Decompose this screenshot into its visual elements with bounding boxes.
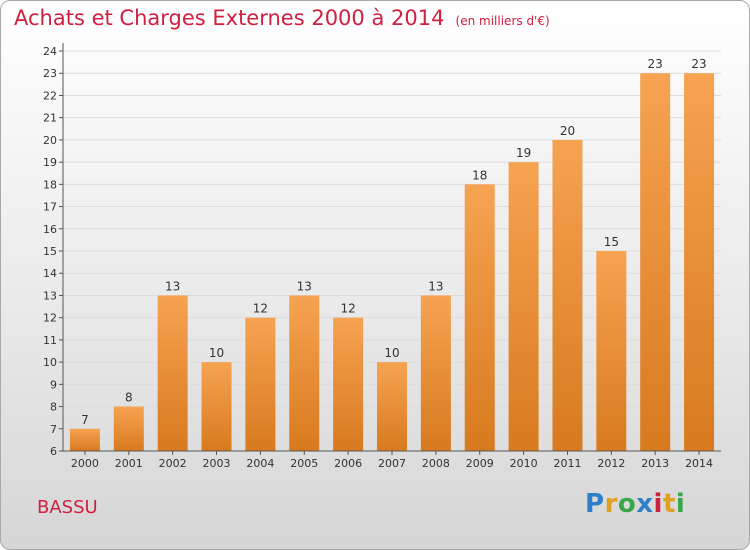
x-tick-label: 2013 [641, 457, 669, 470]
x-axis-ticks: 2000 2001 2002 2003 2004 2005 2006 2007 2008 2009… [71, 451, 713, 470]
x-tick-label: 2000 [71, 457, 99, 470]
y-tick-label: 22 [43, 89, 57, 102]
bar [333, 317, 364, 451]
y-tick-label: 16 [43, 223, 57, 236]
y-tick-label: 17 [43, 201, 57, 214]
chart-title: Achats et Charges Externes 2000 à 2014 [14, 6, 445, 30]
y-tick-label: 10 [43, 356, 57, 369]
x-tick-label: 2007 [378, 457, 406, 470]
x-tick-label: 2005 [290, 457, 318, 470]
bar-value-label: 15 [604, 235, 619, 249]
bar [201, 362, 232, 451]
chart-title-row: Achats et Charges Externes 2000 à 2014 (… [14, 6, 550, 30]
bar-value-label: 18 [472, 168, 487, 182]
y-tick-label: 13 [43, 289, 57, 302]
y-tick-label: 21 [43, 112, 57, 125]
bar-value-label: 19 [516, 146, 531, 160]
bar-value-label: 7 [81, 413, 89, 427]
x-tick-label: 2004 [246, 457, 274, 470]
y-tick-label: 20 [43, 134, 57, 147]
y-tick-label: 8 [50, 401, 57, 414]
bar-value-label: 10 [209, 346, 224, 360]
x-tick-label: 2014 [685, 457, 713, 470]
axes [62, 43, 721, 452]
bar [245, 317, 276, 451]
x-tick-label: 2010 [510, 457, 538, 470]
y-tick-label: 7 [50, 423, 57, 436]
chart-subtitle: (en milliers d'€) [455, 14, 550, 28]
bar [420, 295, 451, 451]
y-tick-label: 11 [43, 334, 57, 347]
bar-value-label: 23 [691, 57, 706, 71]
x-tick-label: 2011 [553, 457, 581, 470]
x-tick-label: 2006 [334, 457, 362, 470]
bar [684, 73, 715, 451]
y-tick-label: 9 [50, 378, 57, 391]
y-tick-label: 23 [43, 67, 57, 80]
bar [157, 295, 188, 451]
y-tick-label: 14 [43, 267, 57, 280]
bar-value-label: 12 [340, 302, 355, 316]
bar-value-label: 8 [125, 391, 133, 405]
x-tick-label: 2008 [422, 457, 450, 470]
x-tick-label: 2012 [597, 457, 625, 470]
x-tick-label: 2003 [203, 457, 231, 470]
proxiti-logo: Proxiti [585, 489, 686, 519]
bar [69, 428, 100, 451]
bar [552, 139, 583, 451]
x-tick-label: 2009 [466, 457, 494, 470]
y-tick-label: 19 [43, 156, 57, 169]
bars [69, 73, 715, 452]
bar [113, 406, 144, 451]
bar-value-label: 13 [428, 279, 443, 293]
y-tick-label: 15 [43, 245, 57, 258]
bar [508, 162, 539, 451]
x-tick-label: 2002 [159, 457, 187, 470]
y-tick-label: 18 [43, 178, 57, 191]
bar [289, 295, 320, 451]
bar-value-label: 23 [648, 57, 663, 71]
bar-value-label: 13 [297, 279, 312, 293]
bar-value-label: 12 [253, 302, 268, 316]
bar [640, 73, 671, 451]
commune-name: BASSU [37, 497, 98, 518]
y-tick-label: 12 [43, 312, 57, 325]
y-axis-ticks: 6 7 8 9 10 11 12 13 14 15 16 17 18 19 20 21 22 23 24 [43, 45, 63, 458]
bar [596, 251, 627, 451]
y-tick-label: 24 [43, 45, 57, 58]
bar [377, 362, 407, 451]
x-tick-label: 2001 [115, 457, 143, 470]
y-tick-label: 6 [50, 445, 57, 458]
bar-value-label: 20 [560, 124, 575, 138]
bar-value-labels: 7 8 13 10 12 13 12 10 13 18 19 20 15 23 23 [81, 57, 707, 427]
bar-value-label: 10 [384, 346, 399, 360]
bar-value-label: 13 [165, 279, 180, 293]
bar [464, 184, 495, 452]
